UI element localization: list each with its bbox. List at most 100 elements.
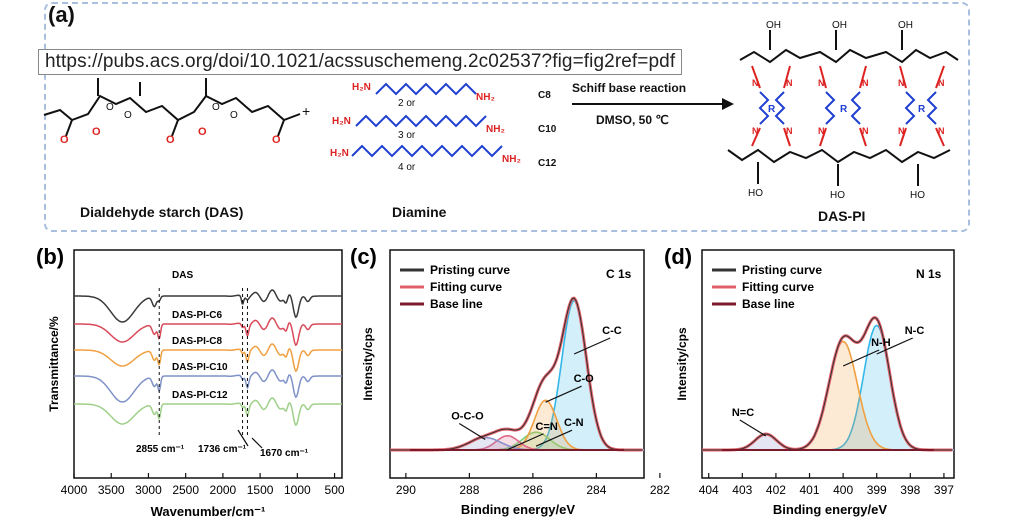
n1s-xtick-label: 404 <box>699 483 719 497</box>
reaction-conditions-bottom: DMSO, 50 ℃ <box>596 113 669 127</box>
c1s-peak-arrow <box>458 423 486 441</box>
panel-d-label: (d) <box>664 244 692 269</box>
c1s-xticks: 290 288 286 284 282 <box>396 473 670 497</box>
c1s-ylabel: Intensity/cps <box>361 327 375 401</box>
ftir-xtick-label: 2000 <box>210 483 237 497</box>
c1s-pristing-curve <box>390 297 643 451</box>
ftir-xlabel: Wavenumber/cm⁻¹ <box>151 504 266 519</box>
ftir-xticks: 4000 3500 3000 2500 2000 1500 1000 500 <box>61 473 345 497</box>
pi-r-2: R <box>840 104 848 115</box>
c1s-xtick-label: 284 <box>586 483 606 497</box>
c1s-xtick-label: 290 <box>396 483 416 497</box>
c1s-peak-label: O-C-O <box>451 411 484 423</box>
das-o-1: O <box>60 134 69 146</box>
panel-c-label: (c) <box>350 244 377 269</box>
ftir-xtick-label: 3000 <box>135 483 162 497</box>
n1s-xtick-label: 402 <box>766 483 786 497</box>
pi-oh-2: OH <box>832 20 847 31</box>
n1s-title: N 1s <box>916 267 942 281</box>
charts-svg: (b) Transmittance/% Wavenumber/cm⁻¹ 4000… <box>36 244 955 519</box>
scheme-svg: O O O O O O O O O + H₂N NH₂ H₂N NH₂ H₂N … <box>43 20 959 224</box>
ftir-series-name: DAS-PI-C8 <box>172 336 222 347</box>
ftir-xtick-label: 4000 <box>61 483 88 497</box>
n1s-peak-arrow <box>842 349 880 367</box>
das-bridge-o-2: O <box>230 110 238 121</box>
ftir-series-line <box>74 289 342 323</box>
n1s-ylabel: Intensity/cps <box>675 327 689 401</box>
c1s-legend: Pristing curve Fitting curve Base line <box>400 263 510 311</box>
ftir-series-name: DAS-PI-C6 <box>172 310 222 321</box>
c1s-peak-labels: C-C C-N C-O C=N O-C-O <box>451 325 622 451</box>
scheme-panel <box>44 2 970 232</box>
c1s-peak-arrow <box>545 385 582 403</box>
ftir-arrow-1670 <box>251 437 263 449</box>
n1s-peak-label: N-H <box>871 337 891 349</box>
c1s-peak-arrow <box>573 337 611 355</box>
pi-n-1: N <box>752 78 759 88</box>
c1s-peak <box>390 299 644 451</box>
ftir-xtick-label: 2500 <box>172 483 199 497</box>
pi-oh-1: OH <box>766 20 781 31</box>
ftir-xtick-label: 500 <box>325 483 345 497</box>
nh2-c10: NH₂ <box>486 124 505 135</box>
ftir-annotation-1670: 1670 cm⁻¹ <box>260 448 309 459</box>
c1s-legend-label: Base line <box>430 297 483 311</box>
c1s-peak-label: C=N <box>535 421 557 433</box>
h2n-c8: H₂N <box>352 82 371 93</box>
h2n-c10: H₂N <box>332 116 351 127</box>
ftir-series-name: DAS-PI-C10 <box>172 362 228 373</box>
n1s-peak-label: N=C <box>732 407 754 419</box>
ftir-plot-frame <box>73 249 343 479</box>
chain-code-c10: C10 <box>538 124 557 135</box>
panel-a-label: (a) <box>48 2 75 27</box>
n1s-xlabel: Binding energy/eV <box>773 502 887 517</box>
das-ring-o-2: O <box>212 102 220 113</box>
chain-code-c12: C12 <box>538 158 557 169</box>
c1s-peak-label: C-N <box>564 417 584 429</box>
pi-n-5: N <box>818 78 825 88</box>
chain-n-c12: 4 or <box>398 162 416 173</box>
das-pi-label: DAS-PI <box>818 208 865 224</box>
pi-r-3: R <box>918 104 926 115</box>
n1s-xtick-label: 400 <box>833 483 853 497</box>
n1s-xtick-label: 397 <box>934 483 954 497</box>
ftir-series-line <box>74 343 342 373</box>
c1s-peaks <box>390 296 644 452</box>
pi-n-11: N <box>898 126 905 136</box>
url-tooltip: https://pubs.acs.org/doi/10.1021/acssusc… <box>38 49 683 75</box>
das-o-3: O <box>166 134 175 146</box>
n1s-legend: Pristing curve Fitting curve Base line <box>712 263 822 311</box>
c1s-title: C 1s <box>606 267 632 281</box>
n1s-legend-label: Fitting curve <box>742 280 814 294</box>
n1s-plot-frame <box>701 249 955 479</box>
ftir-series-labels: DAS DAS-PI-C6 DAS-PI-C8 DAS-PI-C10 DAS-PI-C1… <box>172 270 228 401</box>
nh2-c12: NH₂ <box>502 154 521 165</box>
nh2-c8: NH₂ <box>476 92 495 103</box>
n1s-xtick-label: 401 <box>800 483 820 497</box>
n1s-peak <box>702 340 954 451</box>
das-o-4: O <box>198 126 207 138</box>
ftir-xtick-label: 1500 <box>247 483 274 497</box>
pi-ho-2: HO <box>830 190 845 201</box>
pi-n-10: N <box>938 78 945 88</box>
c1s-xtick-label: 282 <box>650 483 670 497</box>
n1s-peaks <box>702 315 954 452</box>
pi-n-4: N <box>786 126 793 136</box>
c1s-legend-label: Fitting curve <box>430 280 502 294</box>
n1s-peak-arrow <box>876 337 913 355</box>
diamine-label: Diamine <box>392 204 447 220</box>
n1s-legend-label: Pristing curve <box>742 263 822 277</box>
das-label: Dialdehyde starch (DAS) <box>80 204 243 220</box>
pi-n-6: N <box>862 78 869 88</box>
diamine-structures <box>351 82 503 158</box>
ftir-series-line <box>74 369 342 403</box>
plus-sign: + <box>302 103 310 119</box>
c1s-fitting-curve <box>390 296 643 452</box>
n1s-peak-arrow <box>739 419 767 437</box>
c1s-peak-label: C-O <box>574 373 595 385</box>
n1s-peak-label: N-C <box>905 325 925 337</box>
das-bridge-o-1: O <box>124 110 132 121</box>
pi-ho-3: HO <box>910 190 925 201</box>
ftir-series-line <box>74 397 342 427</box>
chain-n-c8: 2 or <box>398 98 416 109</box>
